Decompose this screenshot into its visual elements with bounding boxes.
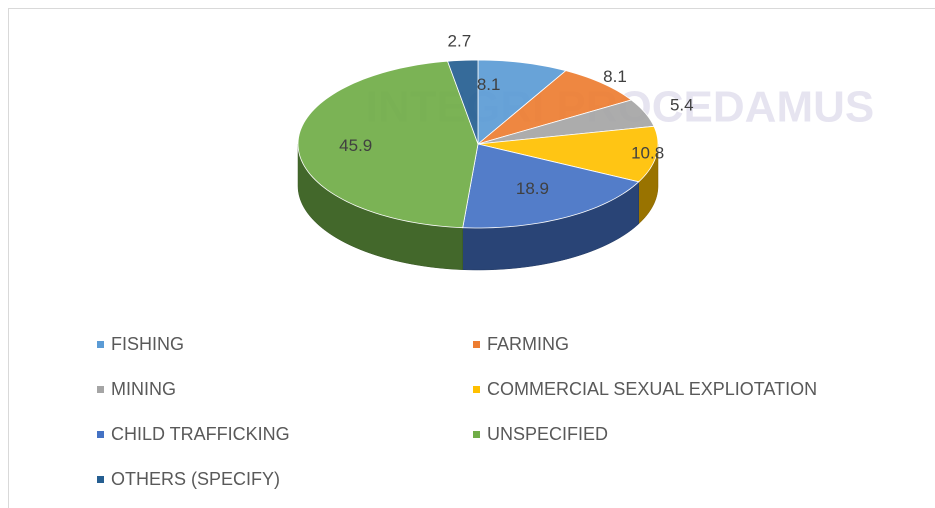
pie-slice: [477, 59, 567, 145]
legend-label: COMMERCIAL SEXUAL EXPLIOTATION: [487, 379, 817, 399]
pie-slice: [447, 59, 479, 145]
legend-swatch: [473, 341, 480, 348]
legend-swatch: [473, 386, 480, 393]
legend-swatch: [97, 341, 104, 348]
legend-label: UNSPECIFIED: [487, 424, 608, 444]
legend-label: FISHING: [111, 334, 184, 354]
pie-slice: [477, 125, 659, 183]
pie-slice: [462, 143, 640, 229]
chart-border: [8, 8, 935, 508]
data-label: 2.7: [448, 31, 472, 50]
legend-label: OTHERS (SPECIFY): [111, 469, 280, 489]
legend-swatch: [97, 431, 104, 438]
data-label: 8.1: [603, 67, 627, 86]
legend-label: CHILD TRAFFICKING: [111, 424, 290, 444]
data-label: 10.8: [631, 144, 664, 163]
legend-swatch: [97, 386, 104, 393]
legend-swatch: [473, 431, 480, 438]
data-label: 18.9: [516, 179, 549, 198]
pie-slice: [477, 99, 655, 145]
data-label: 8.1: [477, 75, 501, 94]
legend-label: MINING: [111, 379, 176, 399]
data-label: 45.9: [339, 136, 372, 155]
pie-slice: [477, 70, 633, 145]
legend-label: FARMING: [487, 334, 569, 354]
data-label: 5.4: [670, 95, 694, 114]
pie-slice: [297, 60, 479, 229]
legend-swatch: [97, 476, 104, 483]
